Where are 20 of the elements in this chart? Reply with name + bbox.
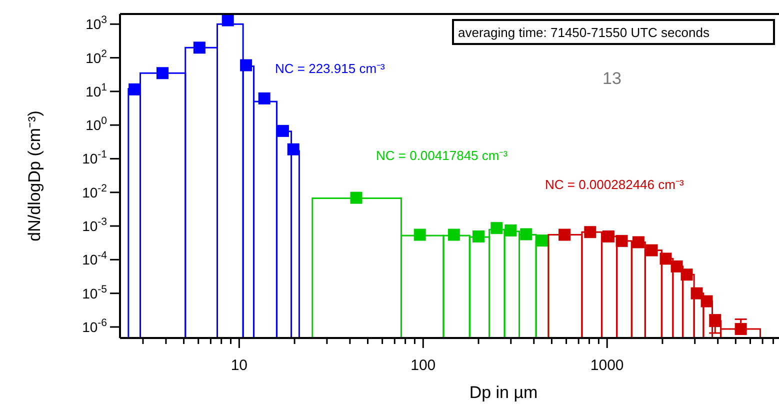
y-tick-label: 10$^{-5}$ xyxy=(82,283,108,302)
y-tick-label: 10$^{1}$ xyxy=(86,81,108,100)
x-axis-title: Dp in µm xyxy=(469,383,538,402)
annotation: NC = 0.000282446 cm⁻³ xyxy=(545,177,684,192)
y-tick-label: 10$^{-6}$ xyxy=(82,316,108,335)
y-tick-label: 10$^{0}$ xyxy=(86,115,108,134)
y-tick-label: 10$^{-2}$ xyxy=(82,182,108,200)
y-tick-label: 10$^{2}$ xyxy=(86,48,108,66)
annotation: NC = 223.915 cm⁻³ xyxy=(275,61,386,76)
y-axis-title: dN/dlogDp (cm⁻³) xyxy=(25,110,44,242)
x-tick-label: 10 xyxy=(230,357,248,374)
annotation: averaging time: 71450-71550 UTC seconds xyxy=(458,25,710,40)
x-tick-label: 100 xyxy=(410,357,436,374)
x-tick-label: 1000 xyxy=(590,357,624,374)
y-tick-label: 10$^{-1}$ xyxy=(82,148,108,167)
annotation: NC = 0.00417845 cm⁻³ xyxy=(376,148,508,163)
y-tick-label: 10$^{3}$ xyxy=(86,14,108,32)
y-tick-label: 10$^{-3}$ xyxy=(82,216,108,234)
annotation: 13 xyxy=(602,69,622,88)
y-tick-label: 10$^{-4}$ xyxy=(82,250,108,268)
